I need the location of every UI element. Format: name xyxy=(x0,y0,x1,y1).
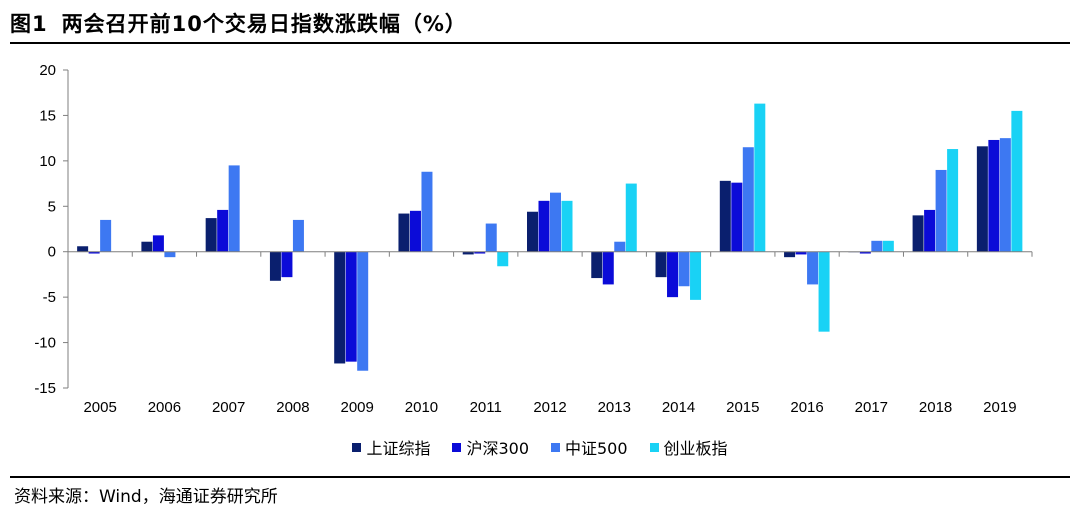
x-tick-label: 2009 xyxy=(341,399,374,416)
legend-item: 沪深300 xyxy=(452,435,529,459)
bar xyxy=(462,251,474,255)
bar xyxy=(719,180,731,252)
y-tick-label: -15 xyxy=(34,380,56,397)
x-tick-label: 2012 xyxy=(533,399,566,416)
x-tick-label: 2015 xyxy=(726,399,759,416)
bar xyxy=(999,138,1011,252)
x-tick-label: 2014 xyxy=(662,399,695,416)
bar xyxy=(550,192,561,252)
bar xyxy=(859,251,871,254)
bar xyxy=(655,251,667,278)
x-tick-label: 2008 xyxy=(276,399,309,416)
bar xyxy=(731,182,743,252)
bar xyxy=(409,210,421,252)
bar xyxy=(100,219,112,252)
x-tick-label: 2006 xyxy=(148,399,181,416)
bar xyxy=(947,149,959,252)
bar xyxy=(988,139,1000,252)
y-tick-label: 15 xyxy=(39,107,56,124)
x-tick-label: 2016 xyxy=(790,399,823,416)
bar xyxy=(602,251,614,285)
bar xyxy=(141,241,153,252)
bar xyxy=(281,251,293,278)
y-tick-label: -5 xyxy=(43,289,56,306)
legend-item: 创业板指 xyxy=(649,435,728,459)
legend-swatch xyxy=(352,442,362,452)
legend-label: 创业板指 xyxy=(663,439,728,458)
y-tick-label: 0 xyxy=(48,244,56,261)
figure-title: 图1 两会召开前10个交易日指数涨跌幅（%） xyxy=(10,8,467,38)
title-rule xyxy=(10,42,1070,44)
bar xyxy=(398,213,410,252)
bar xyxy=(527,211,538,252)
legend-swatch xyxy=(452,442,462,452)
chart-legend: 上证综指 沪深300 中证500 创业板指 xyxy=(0,435,1080,459)
bar xyxy=(976,146,988,252)
legend-label: 上证综指 xyxy=(366,439,431,458)
legend-label: 沪深300 xyxy=(466,439,529,458)
bar xyxy=(818,251,830,332)
bar xyxy=(912,215,924,252)
legend-item: 中证500 xyxy=(551,435,628,459)
bar xyxy=(77,246,89,252)
bar xyxy=(795,251,807,255)
bar xyxy=(882,240,894,252)
bar xyxy=(421,171,433,252)
bar xyxy=(625,183,637,252)
y-tick-label: 5 xyxy=(48,198,56,215)
bar xyxy=(292,219,304,252)
x-tick-label: 2019 xyxy=(983,399,1016,416)
bar xyxy=(591,251,603,279)
x-tick-label: 2018 xyxy=(919,399,952,416)
figure-number: 图1 xyxy=(10,12,48,36)
legend-swatch xyxy=(649,442,659,452)
figure-title-text: 两会召开前10个交易日指数涨跌幅（%） xyxy=(61,12,467,36)
x-tick-label: 2007 xyxy=(212,399,245,416)
bar xyxy=(935,169,947,252)
bar xyxy=(152,235,164,252)
bar xyxy=(538,200,550,252)
bar xyxy=(667,251,679,298)
bar xyxy=(690,251,702,300)
bar xyxy=(497,251,509,267)
y-tick-label: -10 xyxy=(34,335,56,352)
bar xyxy=(485,223,497,252)
bar xyxy=(871,240,883,252)
bar xyxy=(334,251,346,364)
x-tick-label: 2011 xyxy=(470,399,502,416)
bar xyxy=(742,147,754,252)
x-tick-label: 2010 xyxy=(405,399,438,416)
bar xyxy=(924,209,936,252)
legend-item: 上证综指 xyxy=(352,435,430,459)
bar xyxy=(269,251,281,281)
x-tick-label: 2013 xyxy=(598,399,631,416)
source-rule xyxy=(10,476,1070,478)
bar-chart: -15 -10 -5 0 5 10 15 20 2005 2006 2007 2008 2009 2010… xyxy=(34,62,1033,416)
bar xyxy=(357,251,369,371)
y-tick-label: 20 xyxy=(39,62,56,79)
legend-swatch xyxy=(551,442,560,452)
bar xyxy=(88,251,100,254)
bar xyxy=(807,251,819,285)
bar xyxy=(217,209,229,252)
x-tick-label: 2017 xyxy=(855,399,888,416)
x-tick-label: 2005 xyxy=(83,399,116,416)
bar xyxy=(784,251,796,258)
bar xyxy=(561,200,573,252)
bar xyxy=(678,251,690,287)
bar xyxy=(754,103,766,252)
bar xyxy=(474,251,486,254)
bar xyxy=(228,165,240,252)
bar xyxy=(205,218,217,252)
source-note: 资料来源：Wind，海通证券研究所 xyxy=(14,487,278,507)
bar xyxy=(345,251,357,362)
bar xyxy=(614,241,626,252)
legend-label: 中证500 xyxy=(565,439,628,458)
y-tick-label: 10 xyxy=(39,153,56,170)
bar xyxy=(164,251,176,258)
bar xyxy=(1011,110,1023,252)
